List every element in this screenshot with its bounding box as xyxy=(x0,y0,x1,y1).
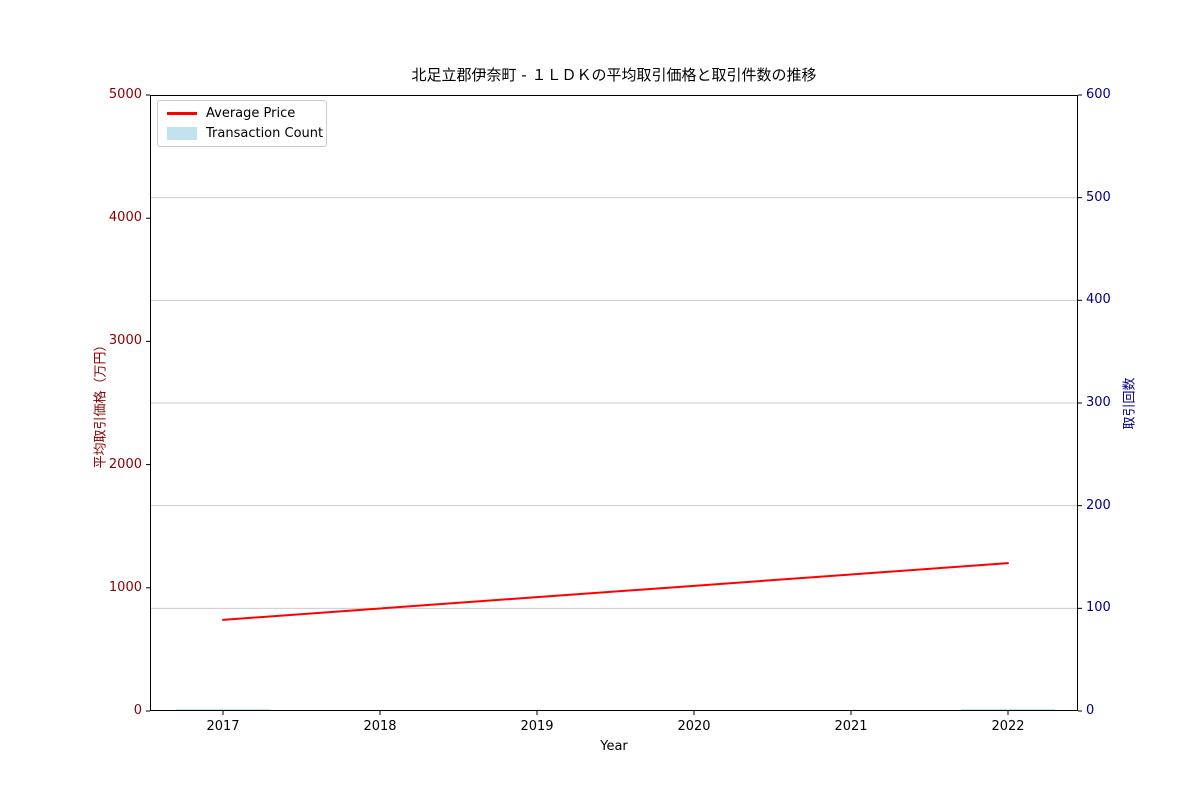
legend-patch-swatch xyxy=(167,126,197,140)
legend-item-transaction-count: Transaction Count xyxy=(167,126,323,141)
y-right-tick-label-400: 400 xyxy=(1086,292,1111,308)
x-tick-label-2019: 2019 xyxy=(520,719,554,734)
y-axis-label-left-wrap: 平均取引価格（万円） xyxy=(84,95,114,711)
legend-label-average-price: Average Price xyxy=(206,106,296,122)
x-axis-label: Year xyxy=(600,739,628,754)
plot-area-border xyxy=(150,95,1078,711)
chart-title: 北足立郡伊奈町 - １ＬＤＫの平均取引価格と取引件数の推移 xyxy=(411,66,817,84)
y-right-tick-label-300: 300 xyxy=(1086,395,1111,410)
legend-label-transaction-count: Transaction Count xyxy=(206,125,324,141)
y-right-tick-label-0: 0 xyxy=(1086,703,1095,718)
legend-item-average-price: Average Price xyxy=(167,106,317,121)
y-left-tick-label-1000: 1000 xyxy=(108,579,142,595)
bar-2022 xyxy=(961,708,1055,711)
y-right-tick-label-600: 600 xyxy=(1086,87,1111,102)
y-right-tick-label-500: 500 xyxy=(1086,189,1111,205)
y-left-tick-label-5000: 5000 xyxy=(108,87,142,102)
x-tick-label-2021: 2021 xyxy=(834,719,868,734)
y-right-tick-label-200: 200 xyxy=(1086,497,1111,513)
y-left-tick-label-3000: 3000 xyxy=(108,333,142,349)
legend-line-swatch xyxy=(167,112,197,116)
y-left-tick-label-4000: 4000 xyxy=(108,210,142,226)
average-price-line xyxy=(222,562,1009,621)
legend: Average Price Transaction Count xyxy=(157,100,327,147)
y-right-tick-label-100: 100 xyxy=(1086,600,1111,616)
x-tick-label-2018: 2018 xyxy=(363,719,397,734)
x-tick-label-2017: 2017 xyxy=(206,719,240,734)
y-axis-label-left: 平均取引価格（万円） xyxy=(93,337,109,469)
x-tick-label-2022: 2022 xyxy=(991,719,1025,734)
y-left-tick-label-0: 0 xyxy=(133,703,142,718)
bar-2017 xyxy=(176,708,270,711)
x-tick-label-2020: 2020 xyxy=(677,719,711,734)
y-left-tick-label-2000: 2000 xyxy=(108,456,142,472)
